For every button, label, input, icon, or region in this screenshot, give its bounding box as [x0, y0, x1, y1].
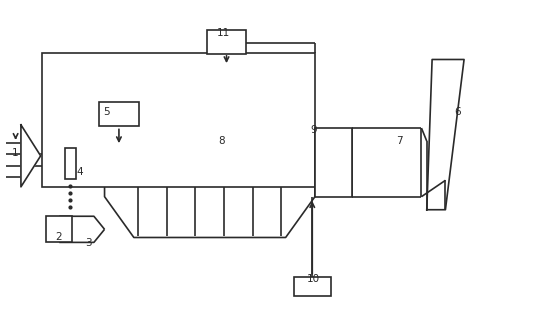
- Polygon shape: [427, 59, 464, 210]
- Text: 6: 6: [454, 107, 461, 117]
- Text: 8: 8: [218, 136, 225, 146]
- Text: 10: 10: [307, 274, 320, 284]
- Bar: [46, 216, 72, 242]
- Text: 11: 11: [217, 28, 230, 38]
- Bar: [42, 53, 315, 187]
- Bar: [65, 148, 76, 179]
- Polygon shape: [21, 125, 41, 187]
- Text: 5: 5: [103, 107, 109, 117]
- Polygon shape: [105, 86, 315, 237]
- Bar: [99, 102, 139, 126]
- Text: 9: 9: [311, 125, 317, 135]
- Text: 3: 3: [85, 238, 92, 248]
- Text: 7: 7: [396, 136, 403, 146]
- Text: 1: 1: [12, 148, 19, 157]
- Text: 2: 2: [55, 233, 61, 242]
- Bar: [315, 128, 352, 197]
- Text: 4: 4: [76, 167, 83, 177]
- Bar: [207, 30, 246, 53]
- Bar: [294, 277, 331, 296]
